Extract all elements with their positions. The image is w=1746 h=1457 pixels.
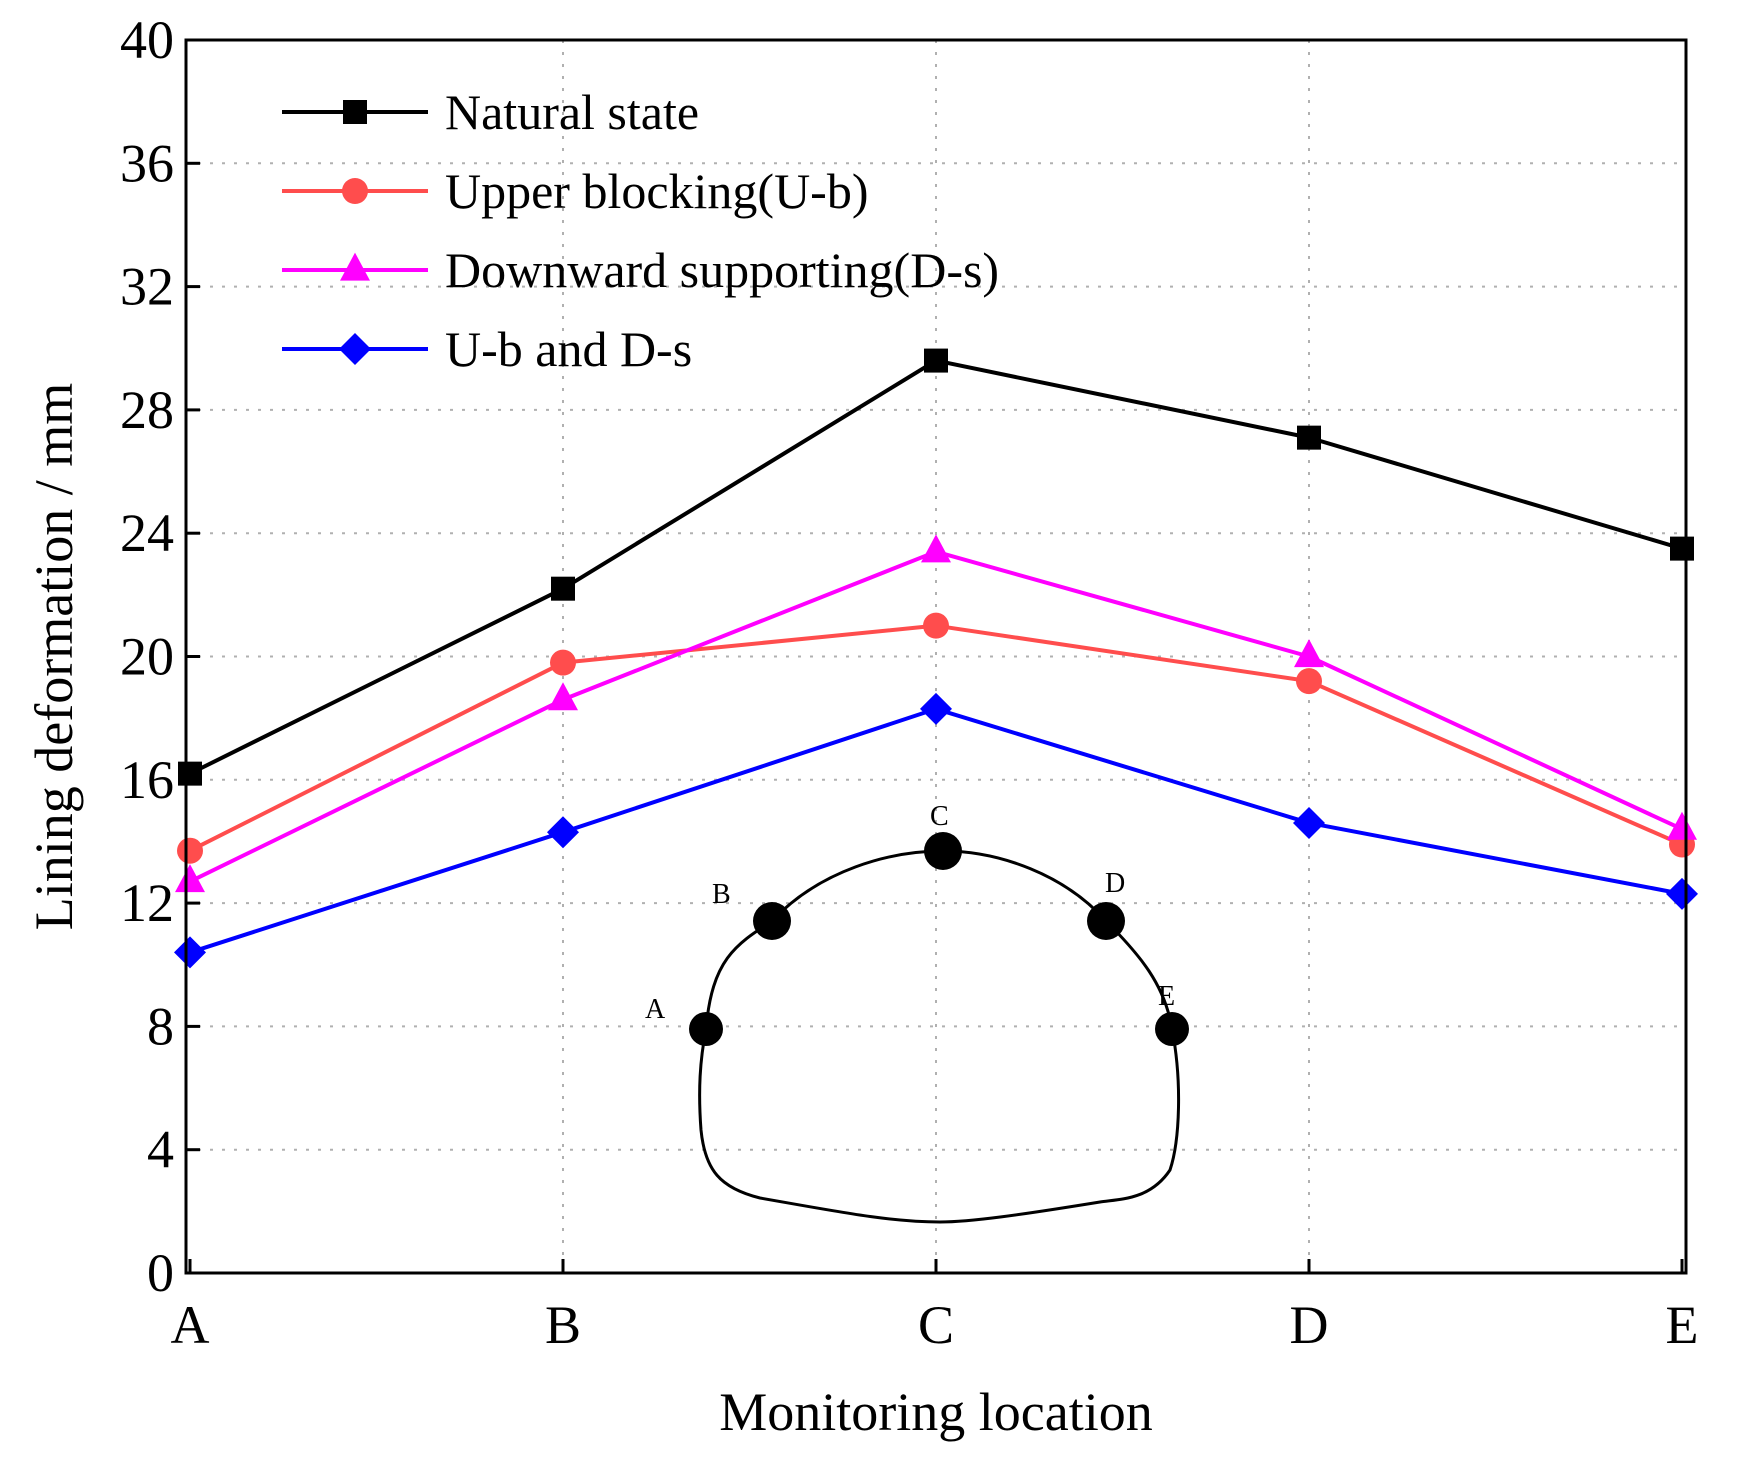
legend-label: U-b and D-s (445, 321, 692, 377)
inset-point-marker (1087, 902, 1125, 940)
legend-marker (340, 252, 370, 281)
x-axis-title: Monitoring location (719, 1382, 1152, 1442)
y-axis-title: Lining deformation / mm (24, 383, 84, 930)
axis-ticks: 0 4 8 12 16 20 24 28 32 36 40 A B C D E (120, 10, 1699, 1355)
y-tick-label: 16 (120, 750, 174, 810)
data-point (924, 348, 948, 373)
data-point (175, 864, 205, 893)
legend-marker (339, 333, 371, 365)
series-2 (175, 534, 1697, 893)
inset-point-label: A (645, 994, 666, 1025)
x-tick-label: B (545, 1295, 581, 1355)
data-point (174, 936, 206, 969)
inset-point-label: C (930, 801, 949, 832)
inset-point-marker (1155, 1012, 1189, 1046)
y-tick-label: 12 (120, 873, 174, 933)
inset-point-marker (689, 1012, 723, 1046)
legend-item: Natural state (282, 84, 699, 140)
x-tick-label: C (918, 1295, 954, 1355)
y-tick-label: 32 (120, 257, 174, 317)
legend-marker (343, 100, 367, 124)
data-point (1293, 806, 1325, 839)
legend-label: Downward supporting(D-s) (445, 242, 999, 298)
data-point (923, 612, 949, 639)
inset-point-marker (924, 832, 962, 870)
data-point (551, 576, 575, 601)
data-point (1666, 877, 1698, 910)
data-point (921, 534, 951, 563)
x-tick-label: E (1666, 1295, 1699, 1355)
series-0 (178, 348, 1694, 786)
series-layer (174, 348, 1698, 969)
data-point (547, 816, 579, 849)
x-tick-label: A (171, 1295, 210, 1355)
data-point (177, 837, 203, 864)
legend-marker (342, 178, 368, 204)
data-point (920, 692, 952, 725)
y-tick-label: 24 (120, 503, 174, 563)
x-tick-label: D (1290, 1295, 1329, 1355)
y-tick-label: 40 (120, 10, 174, 70)
grid-lines (186, 40, 1686, 1273)
data-point (548, 682, 578, 711)
legend-label: Natural state (445, 84, 699, 140)
data-point (1670, 536, 1694, 561)
y-tick-label: 0 (147, 1243, 174, 1303)
series-1 (177, 612, 1695, 864)
y-tick-label: 20 (120, 627, 174, 687)
legend-item: Downward supporting(D-s) (282, 242, 999, 298)
data-point (178, 761, 202, 786)
y-tick-label: 36 (120, 133, 174, 193)
data-point (1294, 639, 1324, 668)
data-point (1297, 425, 1321, 450)
inset-point-marker (753, 902, 791, 940)
y-tick-label: 28 (120, 380, 174, 440)
legend-label: Upper blocking(U-b) (445, 163, 869, 219)
tunnel-inset-diagram: A B C D E (645, 801, 1189, 1224)
data-point (550, 649, 576, 676)
inset-point-label: B (712, 879, 731, 910)
legend-item: U-b and D-s (282, 321, 692, 377)
legend: Natural state Upper blocking(U-b) Downward… (282, 84, 999, 377)
legend-item: Upper blocking(U-b) (282, 163, 869, 219)
y-tick-label: 8 (147, 996, 174, 1056)
data-point (1296, 668, 1322, 695)
y-tick-label: 4 (147, 1120, 174, 1180)
tunnel-profile-outline (698, 849, 1181, 1224)
series-3 (174, 692, 1698, 969)
data-point (1667, 811, 1697, 840)
inset-point-label: E (1158, 981, 1175, 1012)
inset-point-label: D (1105, 868, 1125, 899)
